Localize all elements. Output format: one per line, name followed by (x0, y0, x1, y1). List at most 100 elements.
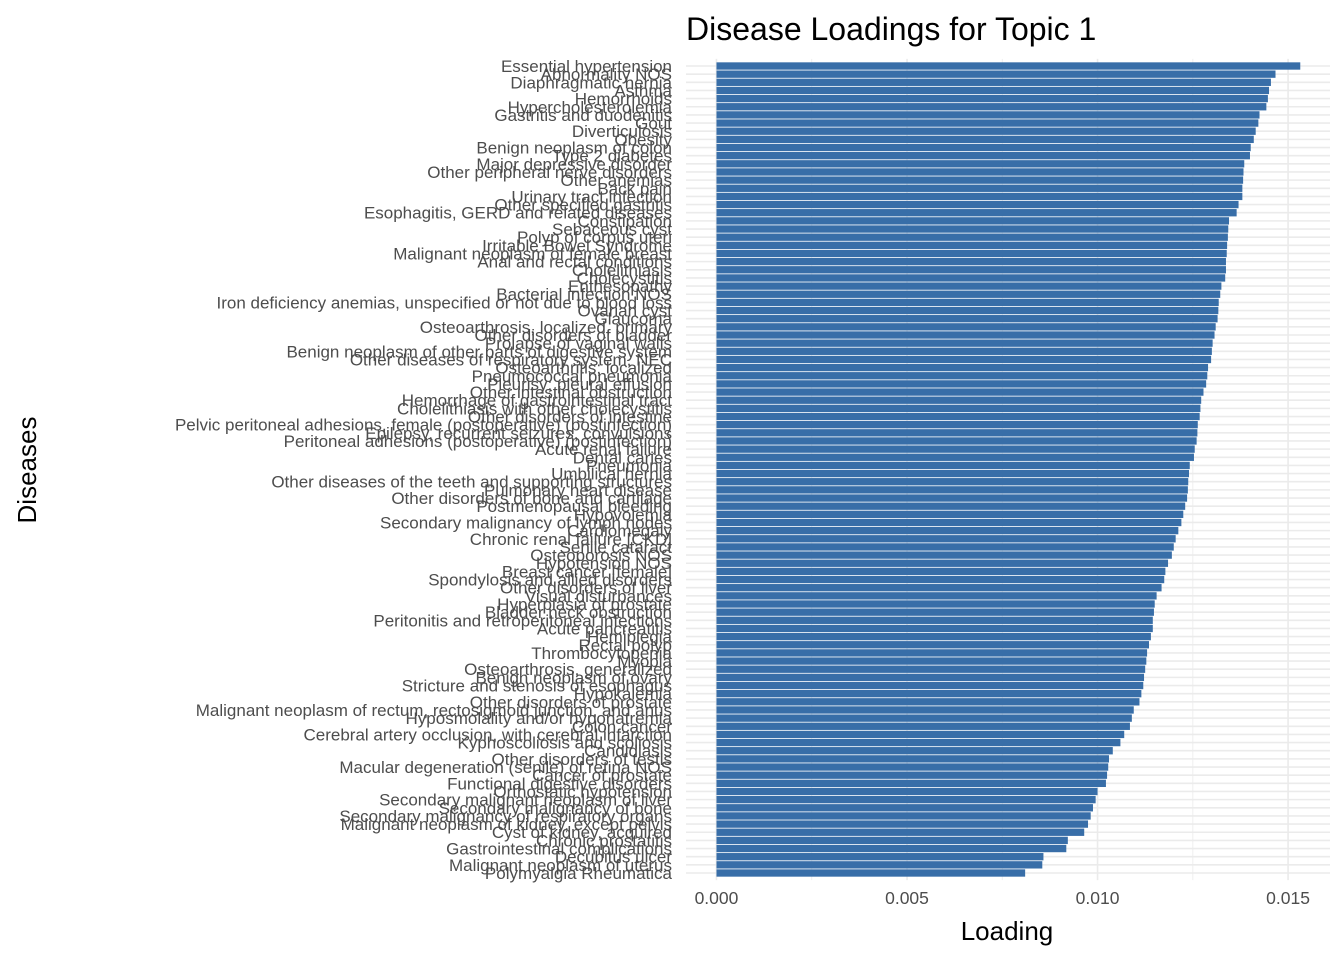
category-label: Pneumococcal pneumonia (472, 367, 673, 386)
bar (716, 787, 1098, 796)
category-label: Myopia (617, 652, 672, 671)
category-label: Chronic renal failure [CKD] (470, 530, 672, 549)
category-label: Epilepsy, recurrent seizures, convulsion… (365, 424, 672, 443)
category-label: Asthma (614, 81, 672, 100)
bar (716, 380, 1207, 388)
bar (716, 233, 1228, 241)
bar (716, 70, 1276, 78)
category-label: Other disorders of bladder (475, 326, 673, 345)
bar (716, 339, 1213, 347)
category-label: Spondylosis and allied disorders (428, 571, 672, 590)
category-label: Hemorrhoids (575, 90, 672, 109)
category-label: Diverticulosis (572, 122, 672, 141)
bar (716, 429, 1198, 437)
category-label: Malignant neoplasm of kidney, except pel… (341, 815, 672, 834)
category-label: Diaphragmatic hernia (510, 73, 672, 92)
bar (716, 323, 1216, 331)
category-label: Urinary tract infection (511, 187, 672, 206)
category-label: Other diseases of the teeth and supporti… (271, 473, 672, 492)
bar (716, 567, 1166, 576)
bar (716, 135, 1254, 144)
bar (716, 486, 1188, 494)
bar (716, 714, 1132, 722)
category-label: Thrombocytopenia (531, 644, 672, 663)
category-label: Secondary malignant neoplasm of liver (379, 791, 672, 810)
bar (716, 94, 1268, 103)
bar (716, 331, 1215, 339)
category-label: Benign neoplasm of other parts of digest… (286, 342, 672, 361)
x-tick-label: 0.005 (885, 888, 929, 908)
bar (716, 86, 1270, 95)
bar (716, 502, 1186, 510)
bar (716, 689, 1142, 698)
bar (716, 469, 1190, 478)
bar (716, 673, 1145, 682)
category-label: Gout (635, 114, 672, 133)
category-label: Chronic prostatitis (536, 831, 672, 850)
category-label: Acute pancreatitis (537, 619, 672, 638)
category-label: Malignant neoplasm of female breast (393, 244, 672, 263)
bar (716, 412, 1200, 421)
category-label: Osteoporosis NOS (530, 546, 672, 565)
bar (716, 437, 1197, 445)
bar (716, 372, 1208, 380)
bar (716, 730, 1125, 739)
bar (716, 355, 1212, 364)
bar (716, 632, 1151, 641)
bar (716, 209, 1237, 217)
x-axis-title: Loading (961, 916, 1054, 946)
category-label: Other anemias (561, 171, 673, 190)
category-label: Hemorrhage of gastrointestinal tract (402, 391, 673, 410)
category-label: Osteoarthritis; localized (495, 359, 672, 378)
bar (716, 616, 1153, 624)
bar (716, 657, 1147, 665)
bar (716, 111, 1260, 119)
bar (716, 363, 1209, 372)
category-label: Candidiasis (584, 742, 672, 761)
bar (716, 559, 1169, 567)
bar (716, 755, 1109, 763)
category-label: Hyposmolality and/or hyponatremia (406, 709, 673, 728)
bar (716, 543, 1174, 551)
bar (716, 584, 1162, 592)
bar (716, 592, 1157, 600)
bar (716, 738, 1121, 747)
bar (716, 698, 1140, 706)
bar (716, 844, 1067, 853)
category-label: Orthostatic hypotension (493, 782, 672, 801)
bar (716, 861, 1043, 869)
category-label: Cholelithiasis with other cholecystitis (397, 399, 672, 418)
bar (716, 127, 1256, 135)
category-label: Gastrointestinal complications (446, 840, 672, 859)
category-label: Esophagitis, GERD and related diseases (364, 204, 672, 223)
bar (716, 315, 1218, 323)
category-label: Other peripheral nerve disorders (427, 163, 672, 182)
x-tick-label: 0.000 (695, 888, 739, 908)
bar (716, 608, 1154, 616)
category-label: Type 2 diabetes (552, 147, 672, 166)
bar (716, 347, 1212, 355)
category-label: Secondary malignancy of respiratory orga… (339, 807, 672, 826)
bar (716, 274, 1226, 282)
category-label: Stricture and stenosis of esophagus (402, 677, 672, 696)
bar (716, 241, 1228, 250)
category-label: Other intestinal obstruction (470, 383, 672, 402)
category-label: Osteoarthrosis, localized, primary (420, 318, 673, 337)
category-label: Glaucoma (595, 310, 673, 329)
category-label: Hyperplasia of prostate (497, 595, 672, 614)
category-label: Osteoarthrosis, generalized (464, 660, 672, 679)
bar (716, 151, 1250, 160)
category-label: Back pain (597, 179, 672, 198)
category-label: Peritoneal adhesions (postoperative) (po… (284, 432, 672, 451)
bar (716, 551, 1172, 559)
category-label: Secondary malignancy of bone (439, 799, 672, 818)
bar (716, 453, 1194, 461)
category-label: Iron deficiency anemias, unspecified or … (217, 293, 673, 312)
category-label: Other disorders of intestine (468, 408, 672, 427)
category-label: Bladder neck obstruction (485, 603, 672, 622)
category-label: Bacterial infection NOS (496, 285, 672, 304)
bar (716, 494, 1188, 502)
bar (716, 404, 1201, 413)
bar (716, 160, 1245, 168)
category-label: Polymyalgia Rheumatica (485, 864, 673, 883)
